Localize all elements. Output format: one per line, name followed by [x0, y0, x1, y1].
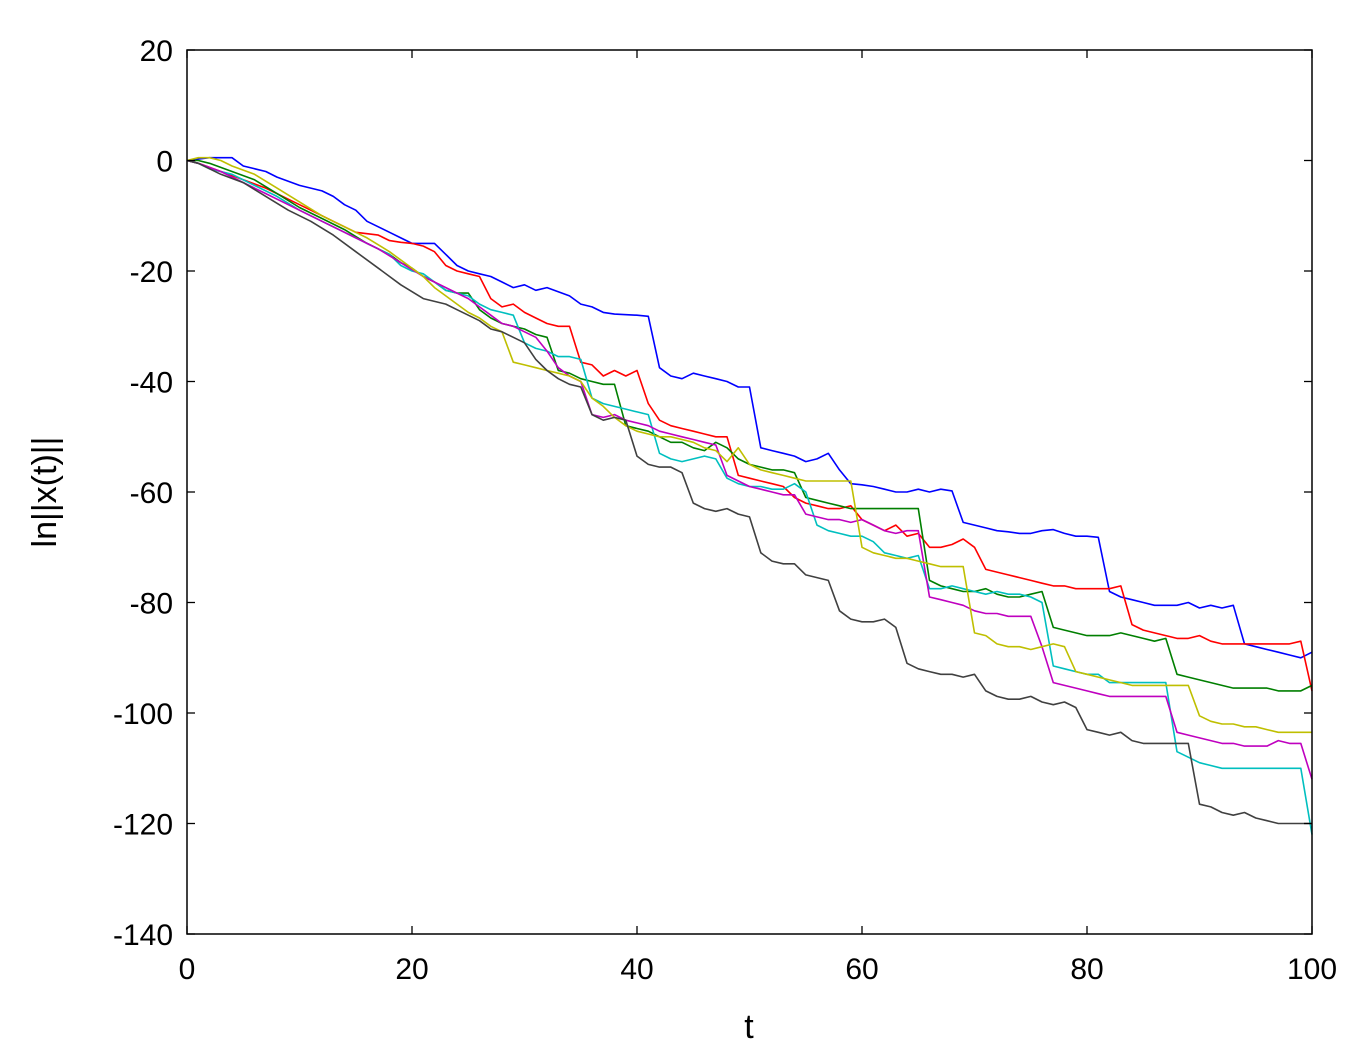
series-line-5: [186, 159, 1313, 780]
x-tick-labels: 0 20 40 60 80 100: [179, 953, 1337, 986]
plot-frame: [186, 49, 1313, 935]
series-layer: [186, 156, 1313, 835]
y-tick-labels: 20 0 -20 -40 -60 -80 -100 -120 -140: [113, 35, 173, 952]
series-line-7: [186, 159, 1312, 825]
series-line-4: [186, 159, 1313, 835]
y-tick-label: -140: [113, 919, 173, 952]
y-tick-label: -100: [113, 698, 173, 731]
y-axis-label: ln||x(t)||: [26, 437, 64, 548]
series-line-2: [186, 159, 1313, 692]
y-tick-label: -120: [113, 809, 173, 842]
y-tick-label: 0: [156, 146, 173, 179]
x-tick-label: 40: [620, 953, 653, 986]
y-tick-label: -20: [130, 256, 173, 289]
x-tick-label: 60: [845, 953, 878, 986]
y-tick-label: -40: [130, 367, 173, 400]
y-tick-label: -80: [130, 588, 173, 621]
series-line-6: [186, 156, 1312, 734]
x-tick-label: 100: [1287, 953, 1337, 986]
series-line-1: [186, 156, 1313, 659]
x-axis-label: t: [744, 1008, 754, 1046]
y-tick-label: -60: [130, 477, 173, 510]
x-tick-label: 0: [179, 953, 196, 986]
y-tick-label: 20: [140, 35, 173, 68]
x-tick-label: 20: [395, 953, 428, 986]
x-tick-label: 80: [1070, 953, 1103, 986]
